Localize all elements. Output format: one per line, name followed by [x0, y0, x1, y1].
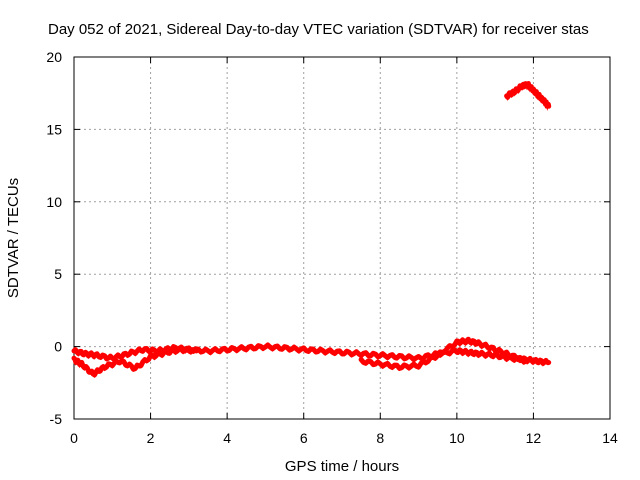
y-tick-label: 0 [54, 339, 62, 355]
x-tick-label: 12 [526, 430, 542, 446]
axis-ticks: 0 2 4 6 8 10 12 14 -5 0 5 10 15 20 [46, 49, 618, 446]
data-series [71, 81, 552, 378]
x-tick-label: 10 [449, 430, 465, 446]
y-tick-label: 5 [54, 266, 62, 282]
series-line [358, 336, 529, 371]
chart-title: Day 052 of 2021, Sidereal Day-to-day VTE… [48, 21, 589, 38]
x-axis-label: GPS time / hours [285, 458, 399, 475]
series-line [71, 342, 552, 366]
x-tick-label: 14 [602, 430, 618, 446]
x-tick-label: 0 [70, 430, 78, 446]
y-axis-label: SDTVAR / TECUs [5, 178, 22, 298]
series-line-shadow [505, 83, 550, 111]
plot-frame [73, 56, 611, 420]
y-tick-label: -5 [50, 411, 63, 427]
series-line-shadow [73, 346, 549, 367]
grid-lines [74, 57, 610, 419]
y-tick-label: 10 [46, 194, 62, 210]
y-tick-label: 20 [46, 49, 62, 65]
series-line-shadow [360, 339, 527, 372]
series-line [71, 345, 199, 378]
x-tick-label: 4 [223, 430, 231, 446]
x-tick-label: 6 [300, 430, 308, 446]
x-tick-label: 8 [376, 430, 384, 446]
y-tick-label: 15 [46, 121, 62, 137]
x-tick-label: 2 [147, 430, 155, 446]
series-line-shadow [73, 349, 197, 378]
